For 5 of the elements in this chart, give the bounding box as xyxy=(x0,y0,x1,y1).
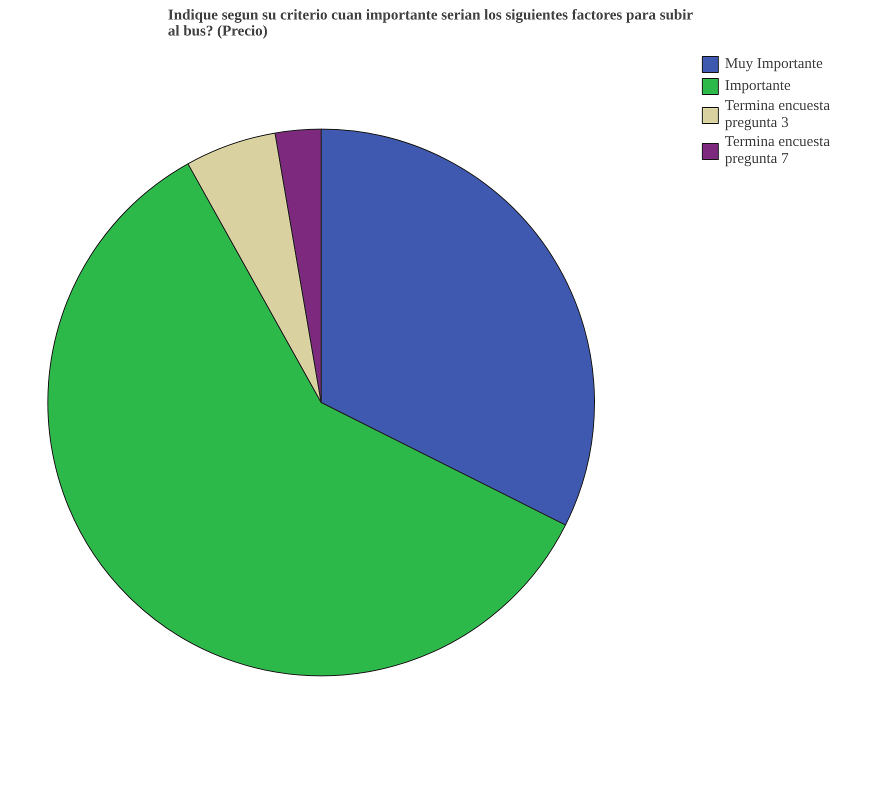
legend-label: Muy Importante xyxy=(724,56,823,72)
legend-label: Termina encuesta pregunta 7 xyxy=(724,134,830,168)
legend-label: Termina encuesta pregunta 3 xyxy=(724,98,830,132)
legend-label: Importante xyxy=(724,78,791,94)
chart-title: Indique segun su criterio cuan importante serian los siguientes factores para subir al bus? (Precio) xyxy=(168,8,694,40)
